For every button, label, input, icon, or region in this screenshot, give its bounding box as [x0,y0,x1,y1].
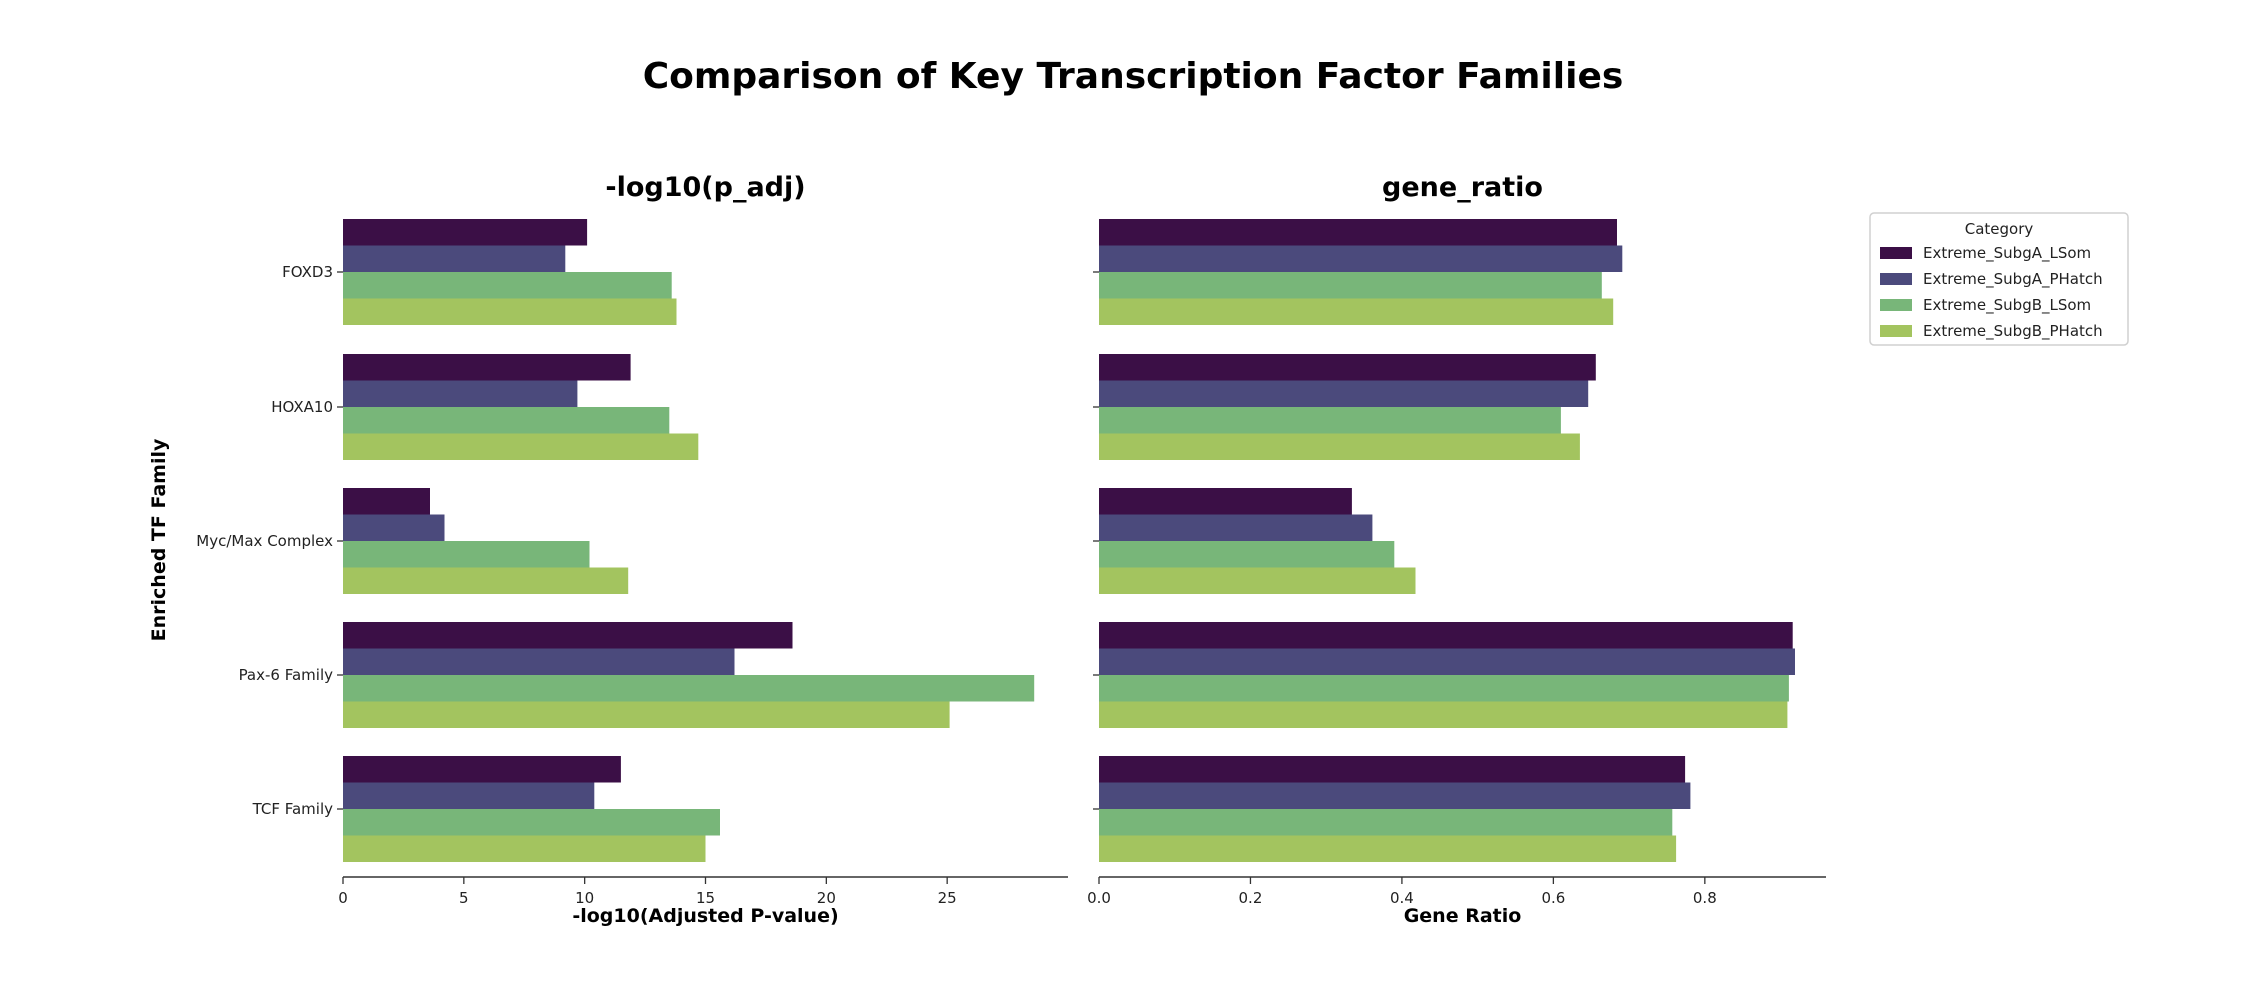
legend-swatch [1880,299,1912,311]
bar [343,809,720,836]
bar [343,782,595,809]
panel-1: -log10(p_adj) 0 5 10 15 20 25 -log10(Adjusted P… [196,172,1068,927]
bar [343,354,631,381]
legend-swatch [1880,273,1912,285]
bar [343,622,793,649]
bar [343,648,735,675]
legend-swatch [1880,325,1912,337]
legend-label: Extreme_SubgB_LSom [1923,296,2091,315]
chart-panels: -log10(p_adj) 0 5 10 15 20 25 -log10(Adjusted P… [196,172,1826,927]
bar [1099,809,1673,836]
x-tick-label: 25 [938,889,957,907]
bar [1099,756,1686,783]
bar [1099,298,1614,325]
bar [1099,245,1623,272]
bar [343,835,706,862]
bar [343,407,670,434]
bar [1099,648,1795,675]
bar [1099,622,1793,649]
legend-label: Extreme_SubgA_PHatch [1923,270,2103,289]
x-axis-label: -log10(Adjusted P-value) [572,905,838,927]
panel-title: gene_ratio [1382,172,1543,203]
bar [1099,514,1373,541]
y-tick-label: Myc/Max Complex [196,532,333,550]
bar [1099,675,1789,702]
x-axis-label: Gene Ratio [1404,905,1522,927]
x-tick-label: 0.8 [1693,889,1717,907]
bar [343,567,629,594]
bar [1099,407,1561,434]
bar [1099,433,1580,460]
bar [343,298,677,325]
legend: Category Extreme_SubgA_LSom Extreme_SubgA_… [1869,212,2129,346]
legend-label: Extreme_SubgB_PHatch [1923,322,2103,341]
bar [343,272,672,299]
chart-title: Comparison of Key Transcription Factor F… [643,56,1624,97]
x-tick-label: 10 [575,889,594,907]
x-tick-label: 0.4 [1390,889,1414,907]
bar [343,219,588,246]
bar [343,433,699,460]
bar [343,514,445,541]
bar [343,380,578,407]
x-tick-label: 5 [459,889,469,907]
panel-2: gene_ratio 0.0 0.2 0.4 0.6 0.8 Gene Ratio [1087,172,1826,927]
y-tick-label: Pax-6 Family [239,666,334,684]
bar [343,541,590,568]
bar [343,701,950,728]
y-tick-label: TCF Family [252,800,334,818]
x-tick-label: 0.6 [1541,889,1565,907]
x-tick-label: 0.2 [1239,889,1263,907]
bar [343,488,430,515]
panel-title: -log10(p_adj) [605,172,805,203]
bar [343,245,566,272]
bar [1099,541,1395,568]
bar [1099,701,1788,728]
y-tick-label: HOXA10 [271,398,333,416]
bar [343,675,1035,702]
bar [1099,835,1677,862]
x-tick-label: 0.0 [1087,889,1111,907]
bar [343,756,621,783]
bar [1099,354,1596,381]
y-tick-label: FOXD3 [282,263,333,281]
legend-frame [1869,212,2129,346]
y-axis-label: Enriched TF Family [148,438,170,641]
legend-title: Category [1965,220,2034,238]
x-tick-label: 20 [817,889,836,907]
x-tick-label: 15 [696,889,715,907]
bar [1099,782,1691,809]
bar [1099,272,1602,299]
legend-label: Extreme_SubgA_LSom [1923,244,2091,263]
bar [1099,567,1416,594]
x-tick-label: 0 [338,889,348,907]
bar [1099,380,1589,407]
bar [1099,219,1617,246]
legend-swatch [1880,247,1912,259]
bar [1099,488,1352,515]
